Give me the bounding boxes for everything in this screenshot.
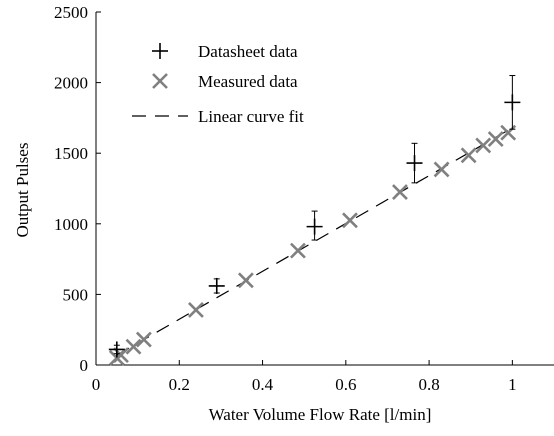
y-tick-label: 2500 bbox=[54, 3, 88, 22]
y-tick-label: 0 bbox=[80, 356, 89, 375]
x-tick-label: 0.8 bbox=[418, 375, 439, 394]
measured-point bbox=[290, 242, 306, 259]
legend-label-linear-fit: Linear curve fit bbox=[198, 107, 304, 126]
measured-point bbox=[188, 302, 204, 318]
y-tick-label: 1500 bbox=[54, 144, 88, 163]
x-marker bbox=[152, 73, 168, 89]
x-marker-stroke bbox=[342, 212, 358, 229]
x-tick-label: 0.6 bbox=[335, 375, 356, 394]
x-marker-stroke bbox=[475, 137, 492, 154]
measured-point bbox=[237, 272, 254, 289]
x-tick-label: 1 bbox=[508, 375, 517, 394]
x-marker-stroke bbox=[433, 161, 450, 178]
datasheet-point bbox=[306, 210, 323, 241]
x-marker-stroke bbox=[188, 302, 204, 318]
x-ticks: 0 0.2 0.4 0.6 0.8 1 bbox=[92, 360, 517, 394]
legend-item-datasheet: Datasheet data bbox=[152, 42, 298, 61]
linear-fit-line bbox=[116, 127, 513, 356]
legend-label-datasheet: Datasheet data bbox=[198, 42, 298, 61]
y-tick-label: 500 bbox=[63, 285, 89, 304]
y-tick-label: 2000 bbox=[54, 74, 88, 93]
legend-item-measured: Measured data bbox=[152, 72, 298, 91]
x-tick-label: 0.4 bbox=[252, 375, 274, 394]
legend: Datasheet data Measured data Linear curv… bbox=[132, 42, 304, 126]
legend-item-linear-fit: Linear curve fit bbox=[132, 107, 304, 126]
measured-point bbox=[433, 161, 450, 178]
plot-frame bbox=[95, 12, 554, 366]
datasheet-point bbox=[406, 142, 423, 184]
x-marker-stroke bbox=[460, 147, 477, 164]
datasheet-point bbox=[208, 277, 225, 294]
measured-point bbox=[500, 124, 517, 141]
x-marker-stroke bbox=[135, 331, 152, 348]
measured-point bbox=[487, 131, 504, 147]
measured-point bbox=[392, 184, 408, 200]
measured-point bbox=[135, 331, 152, 348]
x-marker-stroke bbox=[113, 347, 129, 364]
x-marker-stroke bbox=[125, 338, 142, 355]
y-ticks: 0 500 1000 1500 2000 2500 bbox=[54, 3, 101, 375]
measured-point bbox=[460, 147, 477, 164]
x-marker-stroke bbox=[392, 184, 408, 200]
x-tick-label: 0.2 bbox=[169, 375, 190, 394]
y-tick-label: 1000 bbox=[54, 215, 88, 234]
measured-point bbox=[475, 137, 492, 154]
legend-marker-datasheet bbox=[152, 43, 168, 59]
plus-marker bbox=[152, 43, 168, 59]
y-axis-label: Output Pulses bbox=[13, 143, 32, 238]
x-tick-label: 0 bbox=[92, 375, 101, 394]
series-layer bbox=[108, 75, 521, 366]
x-axis-label: Water Volume Flow Rate [l/min] bbox=[209, 405, 432, 424]
x-marker-stroke bbox=[487, 131, 504, 147]
measured-point bbox=[125, 338, 142, 355]
x-marker-stroke bbox=[152, 73, 168, 89]
datasheet-point bbox=[504, 75, 521, 130]
x-marker-stroke bbox=[290, 242, 306, 259]
legend-marker-measured bbox=[152, 73, 168, 89]
legend-label-measured: Measured data bbox=[198, 72, 298, 91]
measured-point bbox=[342, 212, 358, 229]
datasheet-point bbox=[108, 341, 125, 358]
x-marker-stroke bbox=[237, 272, 254, 289]
x-marker-stroke bbox=[500, 124, 517, 141]
